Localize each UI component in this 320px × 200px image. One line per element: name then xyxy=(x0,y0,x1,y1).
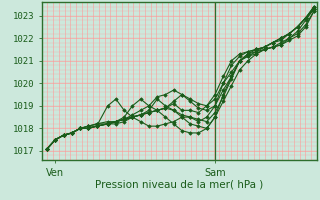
X-axis label: Pression niveau de la mer( hPa ): Pression niveau de la mer( hPa ) xyxy=(95,179,263,189)
